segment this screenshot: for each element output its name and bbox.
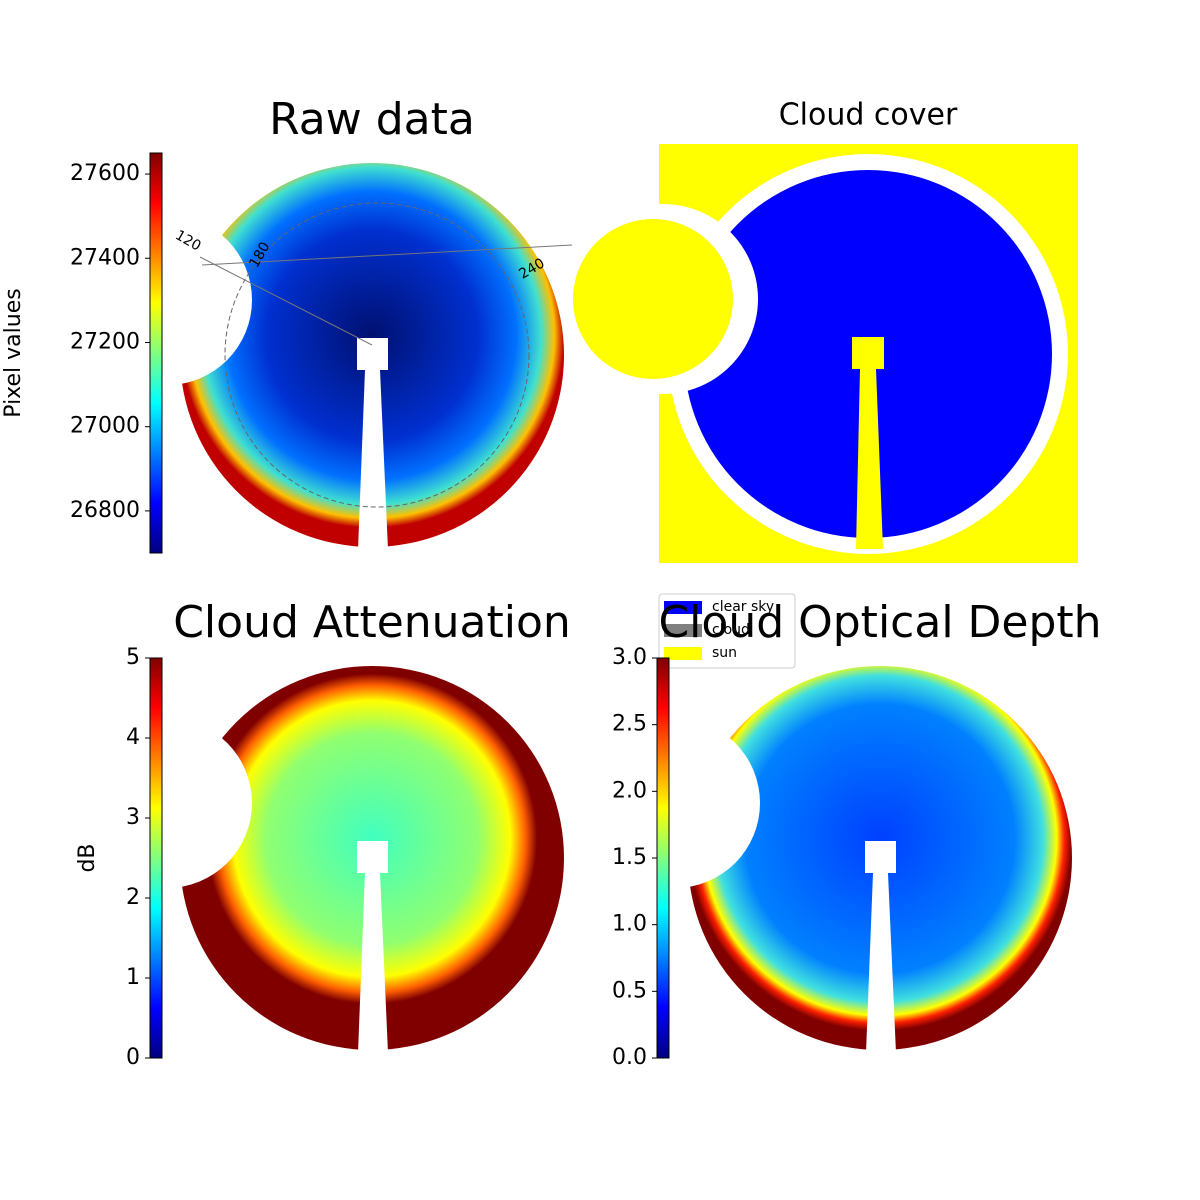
obstruction [358,370,388,550]
colorbar-tick-label: 2 [126,885,140,910]
sun-region [856,369,883,549]
horizon-mask [573,219,733,379]
panel-title: Cloud cover [779,98,958,133]
horizon-mask [82,718,252,888]
panel-title: Cloud Attenuation [173,597,571,648]
legend-label: cloud [712,622,750,638]
colorbar-label: Pixel values [1,288,26,417]
colorbar-tick-label: 27600 [70,161,140,186]
obstruction-box [357,338,388,370]
colorbar-tick-label: 1.5 [612,845,647,870]
colorbar [656,657,670,1059]
obstruction [358,873,388,1053]
legend-swatch [664,601,702,614]
panel-title: Raw data [269,94,475,145]
elevation-ring [224,202,530,508]
colorbar-tick-label: 0.5 [612,978,647,1003]
colorbar-tick-label: 5 [126,645,140,670]
obstruction [866,873,896,1053]
horizon-mask [590,718,760,888]
azimuth-line [199,256,373,346]
legend-label: clear sky [712,599,774,615]
colorbar-tick-label: 27000 [70,414,140,439]
sun-region-box [852,337,884,369]
colorbar-tick-label: 1.0 [612,912,647,937]
colorbar [149,657,163,1059]
legend: clear sky cloud sun [658,593,796,669]
colorbar-tick-label: 0 [126,1045,140,1070]
colorbar-tick-label: 26800 [70,498,140,523]
obstruction-box [357,841,388,873]
colorbar-tick-label: 27200 [70,329,140,354]
colorbar [149,152,163,554]
azimuth-line [201,244,573,266]
colorbar-label: dB [75,843,100,872]
colorbar-tick-label: 4 [126,725,140,750]
colorbar-tick-label: 3.0 [612,645,647,670]
horizon-mask [82,215,252,385]
colorbar-tick-label: 2.5 [612,712,647,737]
obstruction-box [865,841,896,873]
legend-swatch [664,647,702,660]
legend-swatch [664,624,702,637]
colorbar-tick-label: 1 [126,965,140,990]
colorbar-tick-label: 2.0 [612,778,647,803]
legend-label: sun [712,645,737,661]
colorbar-tick-label: 3 [126,805,140,830]
colorbar-tick-label: 0.0 [612,1045,647,1070]
colorbar-tick-label: 27400 [70,245,140,270]
panel-title: Cloud Optical Depth [658,597,1101,648]
